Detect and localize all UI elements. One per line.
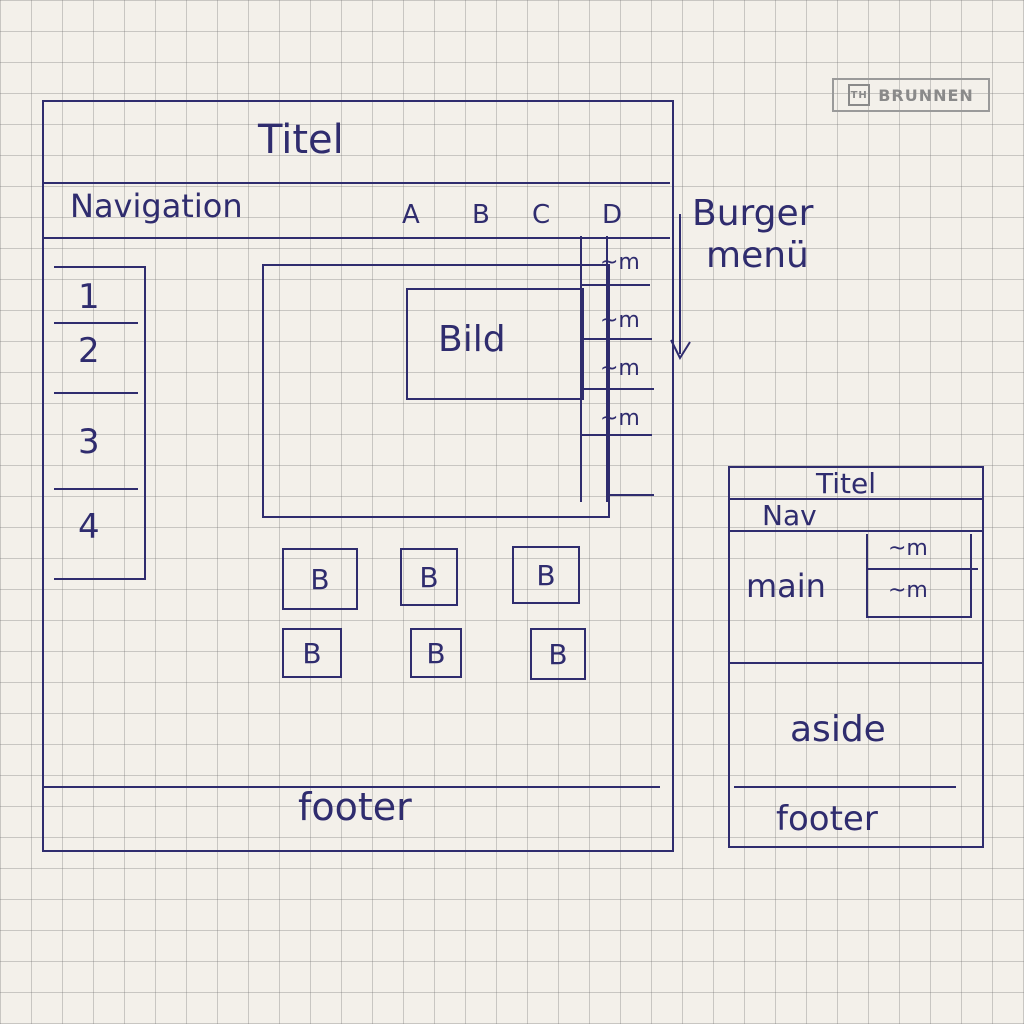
grid-button-2[interactable]: B bbox=[400, 548, 458, 606]
burger-divider-1 bbox=[580, 284, 650, 286]
sidebar-item-2[interactable]: 2 bbox=[78, 331, 100, 371]
burger-annotation-arrow-shaft bbox=[679, 214, 681, 354]
image-placeholder bbox=[406, 288, 584, 400]
mobile-menu-item-1[interactable]: ~m bbox=[888, 536, 928, 561]
burger-menu-border-inner bbox=[606, 236, 608, 502]
burger-divider-2 bbox=[580, 338, 652, 340]
desktop-main-content bbox=[262, 264, 610, 518]
nav-item-a[interactable]: A bbox=[402, 200, 420, 230]
nav-item-c[interactable]: C bbox=[532, 200, 551, 230]
burger-menu-annotation-line2: menü bbox=[706, 235, 809, 276]
mobile-title-divider bbox=[730, 498, 982, 500]
burger-divider-4 bbox=[580, 434, 652, 436]
sidebar-item-3[interactable]: 3 bbox=[78, 422, 100, 462]
burger-item-3[interactable]: ~m bbox=[600, 356, 640, 381]
mobile-footer: footer bbox=[776, 799, 878, 839]
mobile-menu-item-2[interactable]: ~m bbox=[888, 578, 928, 603]
desktop-navigation-label: Navigation bbox=[70, 187, 243, 225]
nav-item-d[interactable]: D bbox=[602, 200, 623, 230]
desktop-nav-divider bbox=[44, 237, 670, 239]
desktop-footer: footer bbox=[298, 785, 412, 829]
desktop-title: Titel bbox=[258, 117, 344, 163]
burger-menu-annotation-line1: Burger bbox=[692, 193, 814, 234]
burger-item-2[interactable]: ~m bbox=[600, 308, 640, 333]
sidebar-divider-1 bbox=[54, 322, 138, 324]
grid-button-3[interactable]: B bbox=[512, 546, 580, 604]
burger-divider-3 bbox=[580, 388, 654, 390]
sidebar-divider-2 bbox=[54, 392, 138, 394]
mobile-frame bbox=[728, 466, 984, 848]
grid-button-5[interactable]: B bbox=[410, 628, 462, 678]
grid-button-4[interactable]: B bbox=[282, 628, 342, 678]
brand-logo-text: BRUNNEN bbox=[878, 85, 974, 105]
sidebar-divider-3 bbox=[54, 488, 138, 490]
image-placeholder-label: Bild bbox=[438, 319, 506, 360]
mobile-title: Titel bbox=[816, 467, 877, 500]
mobile-nav[interactable]: Nav bbox=[762, 499, 817, 532]
mobile-menu bbox=[866, 534, 972, 618]
mobile-aside: aside bbox=[790, 709, 886, 750]
grid-button-6[interactable]: B bbox=[530, 628, 586, 680]
brand-logo: TH BRUNNEN bbox=[832, 78, 990, 112]
mobile-main-divider bbox=[730, 662, 982, 664]
burger-item-4[interactable]: ~m bbox=[600, 406, 640, 431]
burger-menu-border bbox=[580, 236, 582, 502]
arrow-down-icon bbox=[670, 339, 691, 361]
mobile-nav-divider bbox=[730, 530, 982, 532]
desktop-frame bbox=[42, 100, 674, 852]
brand-logo-mark: TH bbox=[848, 84, 871, 106]
mobile-main: main bbox=[746, 567, 826, 605]
mobile-footer-divider bbox=[734, 786, 956, 788]
sidebar-item-4[interactable]: 4 bbox=[78, 507, 100, 547]
burger-item-1[interactable]: ~m bbox=[600, 250, 640, 275]
desktop-sidebar bbox=[54, 266, 146, 580]
sidebar-item-1[interactable]: 1 bbox=[78, 277, 100, 317]
grid-button-1[interactable]: B bbox=[282, 548, 358, 610]
nav-item-b[interactable]: B bbox=[472, 200, 490, 230]
desktop-footer-divider bbox=[44, 786, 660, 788]
burger-divider-5 bbox=[606, 494, 654, 496]
desktop-title-divider bbox=[44, 182, 670, 184]
mobile-menu-divider bbox=[866, 568, 978, 570]
